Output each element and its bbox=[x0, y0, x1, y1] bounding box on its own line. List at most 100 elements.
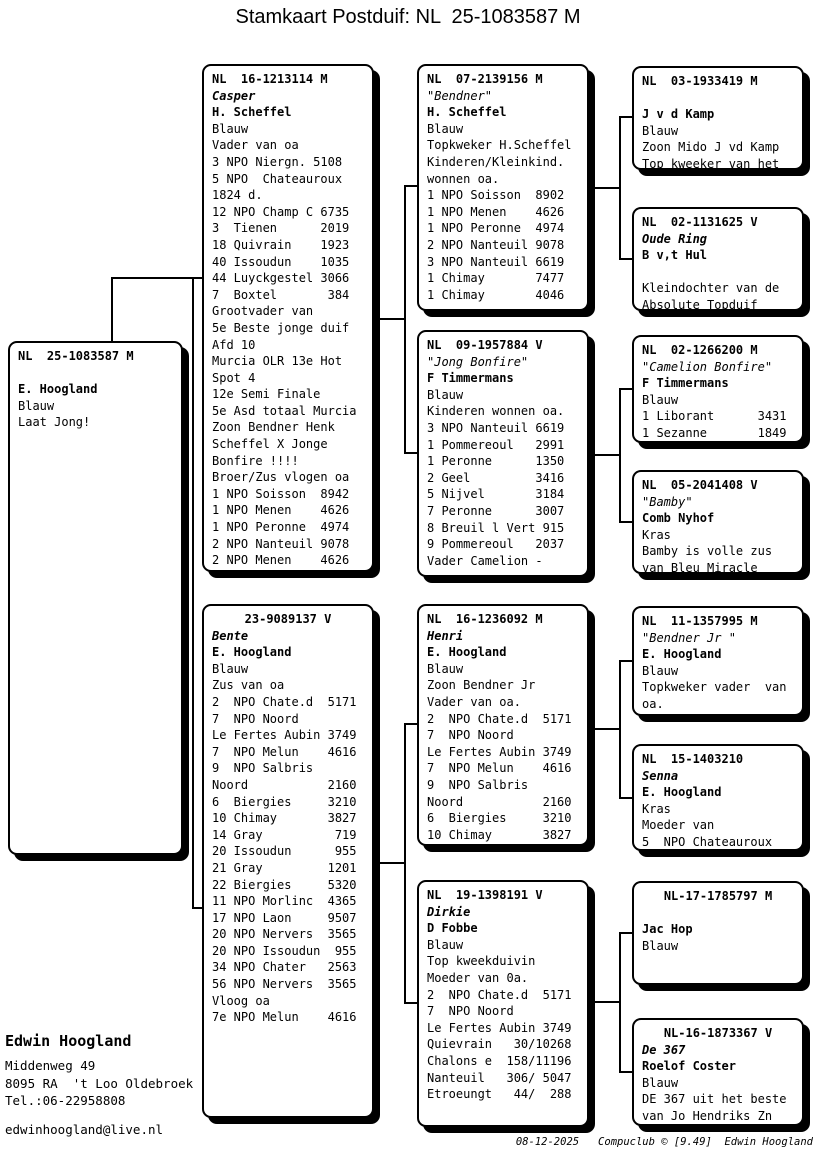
connector-line bbox=[404, 723, 406, 1004]
pigeon-name bbox=[18, 365, 181, 382]
pedigree-box-great-grandparent-7: NL-17-1785797 M Jac Hop Blauw bbox=[632, 881, 804, 985]
connector-line bbox=[619, 932, 621, 1073]
owner-name: F Timmermans bbox=[642, 376, 729, 391]
connector-line bbox=[192, 277, 194, 909]
ring-number: NL 19-1398191 V bbox=[427, 888, 543, 902]
owner-name: E. Hoogland bbox=[427, 645, 507, 660]
ring-number: NL-16-1873367 V bbox=[663, 1026, 773, 1040]
ring-number: NL 02-1131625 V bbox=[642, 215, 758, 229]
owner-name: E. Hoogland bbox=[642, 647, 722, 662]
pigeon-details: Blauw Topkweker H.Scheffel Kinderen/Klei… bbox=[427, 121, 572, 302]
connector-line bbox=[374, 862, 406, 864]
connector-line bbox=[619, 388, 621, 523]
ring-number: NL 15-1403210 bbox=[642, 752, 744, 766]
ring-number: NL 02-1266200 M bbox=[642, 343, 758, 357]
fancier-address: Middenweg 49 8095 RA 't Loo Oldebroek Te… bbox=[5, 1058, 194, 1108]
connector-line bbox=[619, 116, 621, 260]
ring-number: NL 05-2041408 V bbox=[642, 478, 758, 492]
pedigree-box-mother: 23-9089137 V Bente E. Hoogland Blauw Zus… bbox=[202, 604, 374, 1118]
pigeon-details: Kras Bamby is volle zus van Bleu Miracle bbox=[642, 527, 773, 574]
fancier-name: Edwin Hoogland bbox=[5, 1032, 132, 1050]
connector-line bbox=[404, 185, 406, 454]
ring-number: NL 03-1933419 M bbox=[642, 74, 758, 88]
pigeon-name: "Camelion Bonfire" bbox=[642, 359, 773, 374]
pigeon-details: Blauw Top kweekduivin Moeder van 0a. 2 N… bbox=[427, 937, 572, 1102]
pigeon-name: Senna bbox=[642, 768, 679, 783]
owner-name: E. Hoogland bbox=[212, 645, 292, 660]
owner-name: E. Hoogland bbox=[642, 785, 722, 800]
pedigree-box-paternal-grandfather: NL 07-2139156 M "Bendner" H. Scheffel Bl… bbox=[417, 64, 589, 311]
connector-line bbox=[404, 1002, 417, 1004]
connector-line bbox=[589, 1001, 621, 1003]
connector-line bbox=[111, 277, 202, 279]
pedigree-box-great-grandparent-1: NL 03-1933419 M J v d Kamp Blauw Zoon Mi… bbox=[632, 66, 804, 170]
connector-line bbox=[619, 797, 632, 799]
connector-line bbox=[404, 452, 417, 454]
pigeon-details: Blauw Topkweker vader van oa. bbox=[642, 663, 787, 711]
page-title: Stamkaart Postduif: NL 25-1083587 M bbox=[235, 6, 581, 28]
ring-number: 23-9089137 V bbox=[244, 612, 332, 626]
connector-line bbox=[589, 187, 621, 189]
owner-name: H. Scheffel bbox=[212, 105, 292, 120]
connector-line bbox=[619, 258, 632, 260]
connector-line bbox=[589, 728, 621, 730]
pigeon-details: Kleindochter van de Absolute Topduif bbox=[642, 281, 780, 311]
pedigree-box-great-grandparent-8: NL-16-1873367 V De 367 Roelof Coster Bla… bbox=[632, 1018, 804, 1126]
pigeon-name: "Bendner" bbox=[427, 88, 493, 103]
pigeon-name: Henri bbox=[427, 628, 464, 643]
owner-name: H. Scheffel bbox=[427, 105, 507, 120]
pigeon-details: Blauw Zoon Mido J vd Kamp Top kweeker va… bbox=[642, 123, 780, 170]
pedigree-box-subject: NL 25-1083587 M E. Hoogland Blauw Laat J… bbox=[8, 341, 183, 855]
owner-name: E. Hoogland bbox=[18, 382, 98, 397]
pigeon-details: Blauw Laat Jong! bbox=[18, 398, 91, 430]
pedigree-box-great-grandparent-5: NL 11-1357995 M "Bendner Jr " E. Hooglan… bbox=[632, 606, 804, 716]
print-info: 08-12-2025 Compuclub © [9.49] Edwin Hoog… bbox=[515, 1136, 813, 1148]
pedigree-box-maternal-grandmother: NL 19-1398191 V Dirkie D Fobbe Blauw Top… bbox=[417, 880, 589, 1127]
pigeon-name: De 367 bbox=[642, 1042, 686, 1057]
pedigree-box-paternal-grandmother: NL 09-1957884 V "Jong Bonfire" F Timmerm… bbox=[417, 330, 589, 577]
ring-number: NL 16-1213114 M bbox=[212, 72, 328, 86]
connector-line bbox=[619, 521, 632, 523]
pigeon-details: Blauw bbox=[642, 938, 679, 953]
pigeon-details: Blauw 1 Liborant 3431 1 Sezanne 1849 bbox=[642, 392, 787, 440]
connector-line bbox=[619, 660, 632, 662]
pigeon-name: "Bendner Jr " bbox=[642, 630, 736, 645]
connector-line bbox=[404, 723, 417, 725]
ring-number: NL 25-1083587 M bbox=[18, 349, 134, 363]
pigeon-name: Oude Ring bbox=[642, 231, 708, 246]
pigeon-details: Blauw Kinderen wonnen oa. 3 NPO Nanteuil… bbox=[427, 387, 565, 568]
connector-line bbox=[619, 116, 632, 118]
connector-line bbox=[619, 660, 621, 799]
pedigree-box-father: NL 16-1213114 M Casper H. Scheffel Blauw… bbox=[202, 64, 374, 572]
pigeon-details: Blauw Vader van oa 3 NPO Niergn. 5108 5 … bbox=[212, 121, 357, 568]
pigeon-name bbox=[642, 905, 802, 922]
owner-name: Roelof Coster bbox=[642, 1059, 736, 1074]
ring-number: NL 16-1236092 M bbox=[427, 612, 543, 626]
connector-line bbox=[589, 454, 621, 456]
pedigree-box-great-grandparent-3: NL 02-1266200 M "Camelion Bonfire" F Tim… bbox=[632, 335, 804, 443]
connector-line bbox=[619, 932, 632, 934]
owner-name: B v,t Hul bbox=[642, 248, 708, 263]
pigeon-name: Dirkie bbox=[427, 904, 471, 919]
owner-name: J v d Kamp bbox=[642, 107, 715, 122]
ring-number: NL 09-1957884 V bbox=[427, 338, 543, 352]
pedigree-box-great-grandparent-4: NL 05-2041408 V "Bamby" Comb Nyhof Kras … bbox=[632, 470, 804, 574]
pigeon-details: Blauw Zoon Bendner Jr Vader van oa. 2 NP… bbox=[427, 661, 572, 842]
owner-name: Jac Hop bbox=[642, 922, 693, 937]
ring-number: NL 07-2139156 M bbox=[427, 72, 543, 86]
pigeon-details: Kras Moeder van 5 NPO Chateauroux bbox=[642, 801, 773, 849]
ring-number: NL 11-1357995 M bbox=[642, 614, 758, 628]
pigeon-details: Blauw Zus van oa 2 NPO Chate.d 5171 7 NP… bbox=[212, 661, 357, 1025]
owner-name: D Fobbe bbox=[427, 921, 478, 936]
owner-name: F Timmermans bbox=[427, 371, 514, 386]
owner-name: Comb Nyhof bbox=[642, 511, 715, 526]
connector-line bbox=[619, 1071, 632, 1073]
connector-line bbox=[374, 318, 406, 320]
pigeon-name: "Bamby" bbox=[642, 494, 693, 509]
pedigree-box-great-grandparent-2: NL 02-1131625 V Oude Ring B v,t Hul Klei… bbox=[632, 207, 804, 311]
pedigree-box-maternal-grandfather: NL 16-1236092 M Henri E. Hoogland Blauw … bbox=[417, 604, 589, 846]
pigeon-name: "Jong Bonfire" bbox=[427, 354, 529, 369]
connector-line bbox=[619, 388, 632, 390]
connector-line bbox=[111, 277, 113, 341]
